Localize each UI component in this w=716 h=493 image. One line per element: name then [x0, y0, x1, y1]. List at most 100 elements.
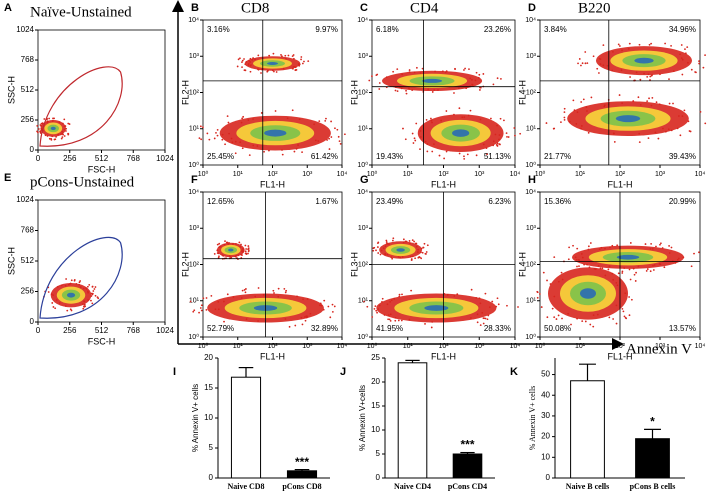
event-dot: [82, 307, 85, 310]
event-dot: [301, 151, 303, 154]
event-dot: [545, 122, 548, 124]
event-dot: [608, 316, 611, 319]
event-dot: [51, 302, 54, 304]
event-dot: [633, 273, 636, 276]
y-tick-label: 10³: [189, 53, 200, 60]
event-dot: [397, 319, 400, 322]
event-dot: [475, 154, 478, 157]
y-tick-label: 256: [21, 115, 35, 124]
quadrant-percent: 28.33%: [484, 324, 511, 333]
y-tick-label: 50: [541, 370, 550, 379]
event-dot: [668, 78, 670, 81]
event-dot: [244, 69, 247, 72]
y-tick-label: 40: [541, 390, 550, 399]
event-dot: [94, 286, 97, 288]
event-dot: [581, 62, 584, 65]
event-dot: [88, 284, 91, 286]
event-dot: [371, 75, 373, 78]
event-dot: [247, 249, 250, 252]
event-dot: [587, 131, 590, 134]
event-dot: [375, 74, 378, 77]
y-tick-label: 10⁰: [357, 161, 368, 169]
event-dot: [540, 306, 543, 308]
event-dot: [628, 268, 631, 271]
event-dot: [506, 304, 508, 307]
event-dot: [668, 245, 670, 247]
event-dot: [584, 320, 587, 323]
event-dot: [689, 130, 692, 133]
event-dot: [323, 299, 326, 302]
event-dot: [587, 245, 590, 248]
y-tick-label: 20: [204, 353, 213, 362]
y-tick-label: 20: [541, 432, 550, 441]
x-tick-label: 10²: [267, 343, 278, 350]
event-dot: [247, 247, 250, 250]
event-dot: [496, 77, 499, 80]
event-dot: [672, 102, 674, 105]
x-tick-label: 10⁰: [535, 170, 546, 178]
x-tick-label: pCons CD4: [448, 482, 487, 491]
x-axis-label: FSC-H: [88, 164, 116, 174]
event-dot: [635, 271, 637, 274]
event-dot: [618, 94, 621, 96]
event-dot: [249, 70, 252, 73]
x-tick-label: 0: [36, 326, 41, 335]
event-dot: [546, 279, 548, 282]
event-dot: [649, 75, 652, 78]
event-dot: [260, 72, 262, 74]
axis-annotation: Annexin V: [626, 341, 692, 357]
event-dot: [237, 58, 240, 61]
x-tick-label: 10²: [438, 343, 449, 350]
event-dot: [239, 57, 241, 60]
bar: [635, 438, 670, 479]
x-tick-label: 1024: [156, 326, 174, 335]
quadrant-percent: 52.79%: [207, 324, 234, 333]
y-tick-label: 512: [21, 256, 35, 265]
bar: [397, 362, 428, 479]
event-dot: [376, 311, 378, 314]
event-dot: [244, 291, 247, 294]
y-axis-label: FL2-H: [180, 252, 190, 277]
event-dot: [67, 133, 70, 136]
event-dot: [482, 73, 485, 75]
y-tick-label: 10⁰: [357, 333, 368, 341]
y-tick-label: 10⁴: [525, 17, 536, 24]
event-dot: [613, 141, 616, 143]
event-dot: [698, 62, 700, 65]
event-dot: [248, 154, 251, 156]
event-dot: [576, 247, 579, 250]
panel-letter: A: [4, 2, 12, 14]
event-dot: [698, 60, 700, 63]
event-dot: [263, 150, 265, 153]
x-tick-label: 768: [127, 154, 141, 163]
event-dot: [638, 141, 641, 144]
event-dot: [568, 246, 571, 249]
quadrant-percent: 20.99%: [669, 197, 696, 206]
event-dot: [693, 252, 695, 255]
event-dot: [391, 257, 394, 260]
event-dot: [94, 294, 97, 297]
event-dot: [90, 299, 92, 302]
event-dot: [307, 60, 310, 63]
y-tick-label: 10⁴: [188, 17, 199, 24]
y-tick-label: 10³: [526, 53, 537, 60]
y-axis-label: % Annexin V+ cells: [528, 386, 537, 451]
event-dot: [621, 307, 624, 310]
panel-letter: C: [360, 2, 368, 14]
event-dot: [60, 137, 63, 140]
event-dot: [517, 306, 519, 308]
x-tick-label: 10³: [302, 343, 313, 350]
event-dot: [224, 143, 226, 146]
event-dot: [216, 134, 219, 137]
event-dot: [659, 242, 662, 245]
event-dot: [492, 83, 495, 86]
x-tick-label: Naive CD8: [227, 482, 264, 491]
y-tick-label: 10⁰: [188, 161, 199, 169]
event-dot: [538, 293, 541, 295]
event-dot: [304, 319, 307, 322]
event-dot: [491, 300, 494, 303]
event-dot: [396, 68, 399, 71]
event-dot: [650, 42, 653, 45]
y-tick-label: 15: [204, 383, 213, 392]
event-dot: [469, 109, 472, 112]
